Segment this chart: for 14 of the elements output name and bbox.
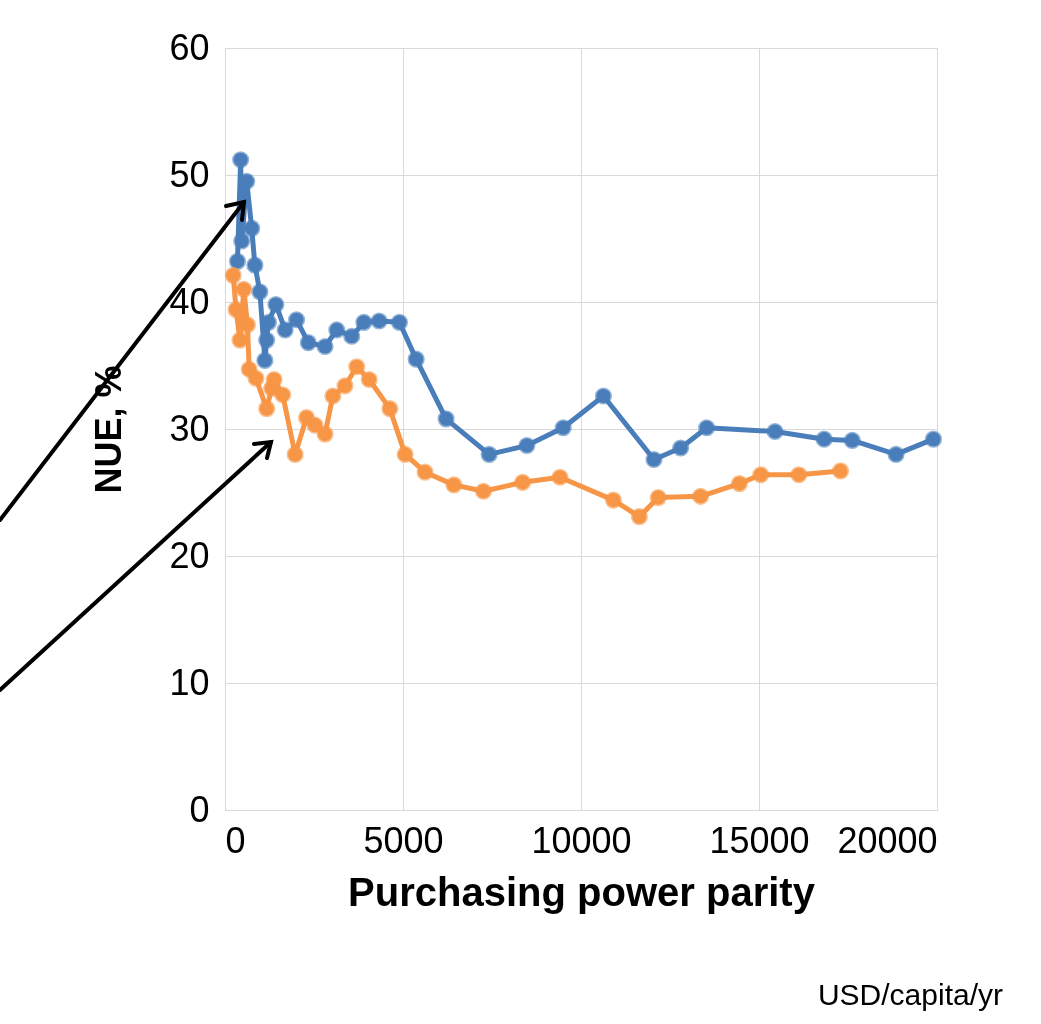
y-tick-label: 20 [169,534,210,576]
y-tick-label: 0 [189,788,210,830]
y-tick-label: 30 [169,407,210,449]
x-axis-title: Purchasing power parity [348,869,816,914]
y-tick-label: 50 [169,153,210,195]
x-tick-label: 0 [225,819,246,861]
x-tick-label: 10000 [531,819,632,861]
y-tick-label: 60 [169,26,210,68]
x-tick-label: 20000 [837,819,938,861]
text: USD/capita/yr [817,978,1003,1012]
y-tick-label: 10 [169,661,210,703]
x-tick-label: 5000 [363,819,444,861]
x-tick-label: 15000 [709,819,810,861]
y-tick-label: 40 [169,280,210,322]
